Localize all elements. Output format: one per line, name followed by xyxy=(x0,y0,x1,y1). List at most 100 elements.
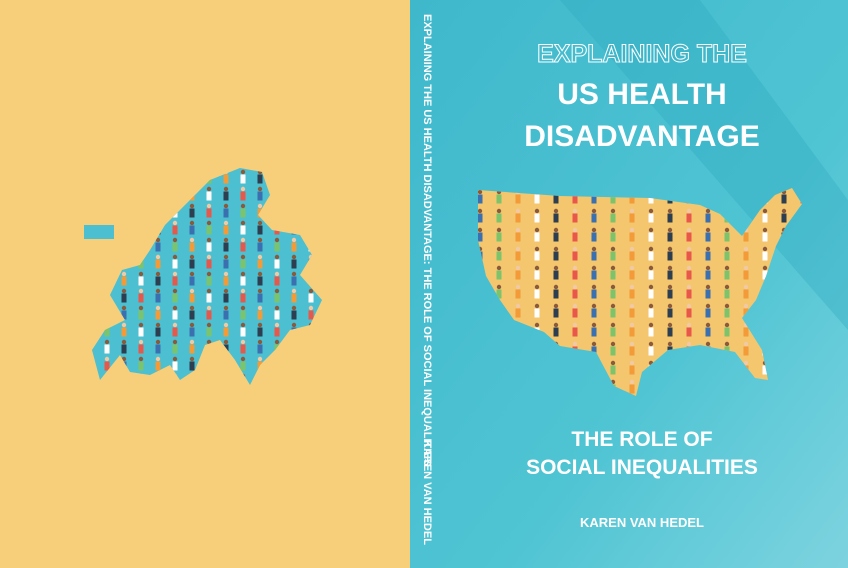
figure-head xyxy=(206,339,212,345)
figure-body xyxy=(121,293,127,303)
figure-head xyxy=(172,288,178,294)
figure-body xyxy=(189,276,195,286)
figure-head xyxy=(496,208,502,214)
figure-body xyxy=(515,289,521,299)
figure-body xyxy=(172,225,178,235)
figure-body xyxy=(515,270,521,280)
figure-body xyxy=(496,194,502,204)
figure-body xyxy=(155,310,161,320)
figure-head xyxy=(274,305,280,311)
figure-head xyxy=(121,271,127,277)
figure-body xyxy=(648,232,654,242)
figure-body xyxy=(591,213,597,223)
figure-head xyxy=(553,303,559,309)
figure-head xyxy=(667,227,673,233)
figure-head xyxy=(291,305,297,311)
figure-head xyxy=(308,305,314,311)
figure-head xyxy=(189,254,195,260)
figure-head xyxy=(240,339,246,345)
figure-head xyxy=(257,339,263,345)
figure-body xyxy=(553,232,559,242)
figure-head xyxy=(629,379,635,385)
figure-body xyxy=(104,344,110,354)
figure-body xyxy=(743,289,749,299)
figure-head xyxy=(591,322,597,328)
figure-head xyxy=(138,322,144,328)
figure-body xyxy=(629,251,635,261)
figure-body xyxy=(762,213,768,223)
figure-head xyxy=(648,208,654,214)
figure-head xyxy=(572,341,578,347)
figure-head xyxy=(762,265,768,271)
figure-body xyxy=(686,327,692,337)
figure-body xyxy=(553,327,559,337)
figure-head xyxy=(515,227,521,233)
figure-head xyxy=(496,265,502,271)
figure-body xyxy=(629,194,635,204)
figure-body xyxy=(553,308,559,318)
figure-body xyxy=(257,276,263,286)
figure-head xyxy=(172,305,178,311)
figure-body xyxy=(648,346,654,356)
figure-head xyxy=(223,271,229,277)
figure-body xyxy=(743,251,749,261)
figure-head xyxy=(667,265,673,271)
figure-head xyxy=(206,237,212,243)
figure-head xyxy=(591,227,597,233)
figure-head xyxy=(240,305,246,311)
figure-head xyxy=(648,341,654,347)
figure-head xyxy=(274,237,280,243)
figure-body xyxy=(648,327,654,337)
texture xyxy=(560,0,848,330)
figure-head xyxy=(172,254,178,260)
figure-body xyxy=(308,293,314,303)
figure-head xyxy=(629,246,635,252)
figure-body xyxy=(172,293,178,303)
figure-head xyxy=(572,322,578,328)
figure-head xyxy=(610,208,616,214)
figure-body xyxy=(686,308,692,318)
figure-body xyxy=(121,344,127,354)
figure-head xyxy=(206,305,212,311)
figure-body xyxy=(610,289,616,299)
figure-head xyxy=(667,303,673,309)
figure-body xyxy=(610,346,616,356)
figure-body xyxy=(534,308,540,318)
figure-head xyxy=(705,322,711,328)
title-line: EXPLAINING THE xyxy=(537,40,747,68)
figure-body xyxy=(189,242,195,252)
figure-head xyxy=(274,322,280,328)
figure-head xyxy=(496,246,502,252)
figure-body xyxy=(223,191,229,201)
figure-head xyxy=(648,303,654,309)
figure-head xyxy=(724,284,730,290)
figure-body xyxy=(223,276,229,286)
figure-body xyxy=(705,251,711,261)
figure-head xyxy=(743,360,749,366)
figure-body xyxy=(223,310,229,320)
figure-body xyxy=(724,289,730,299)
figure-body xyxy=(138,361,144,371)
figure-head xyxy=(743,265,749,271)
figure-head xyxy=(274,254,280,260)
figure-head xyxy=(206,288,212,294)
figure-body xyxy=(648,194,654,204)
figure-head xyxy=(240,237,246,243)
figure-body xyxy=(257,242,263,252)
figure-body xyxy=(762,270,768,280)
figure-head xyxy=(610,227,616,233)
figure-body xyxy=(291,310,297,320)
figure-body xyxy=(629,384,635,394)
figure-body xyxy=(189,293,195,303)
figure-body xyxy=(572,251,578,261)
figure-body xyxy=(743,327,749,337)
figure-head xyxy=(515,246,521,252)
figure-body xyxy=(629,289,635,299)
figure-head xyxy=(291,322,297,328)
figure-head xyxy=(686,284,692,290)
figure-head xyxy=(240,203,246,209)
figure-body xyxy=(240,259,246,269)
figure-head xyxy=(553,227,559,233)
figure-head xyxy=(291,254,297,260)
